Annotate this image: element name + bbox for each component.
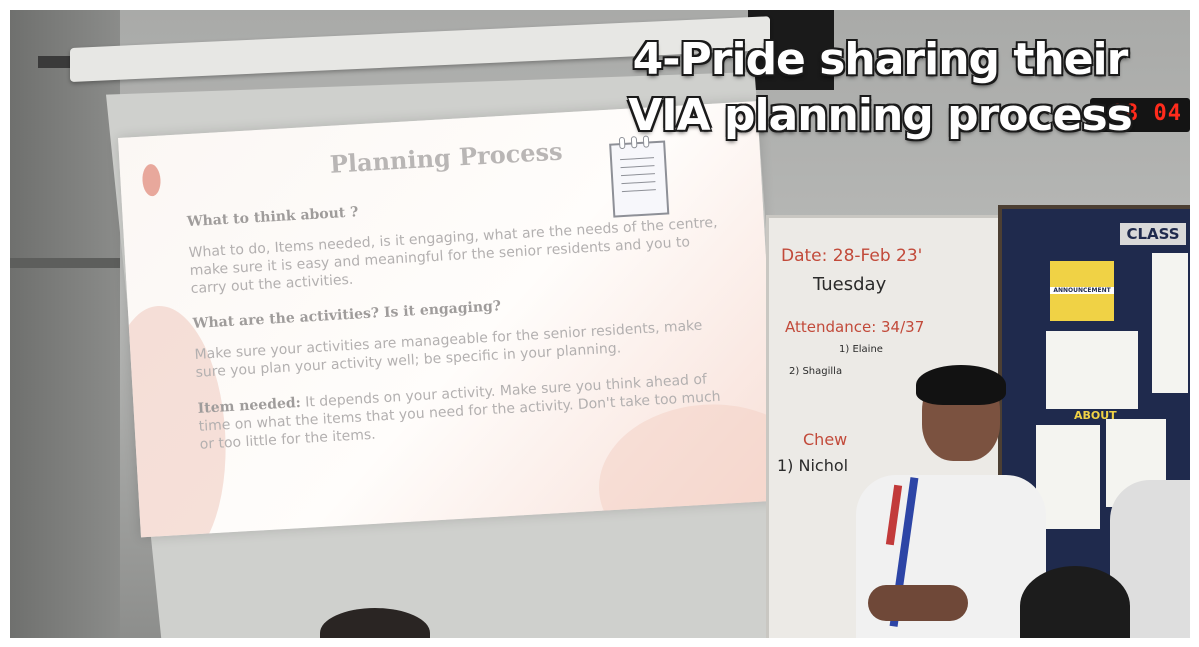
notice-paper: [1036, 425, 1100, 529]
slide-decoration: [141, 163, 162, 197]
digital-clock: 08 04: [1090, 98, 1190, 132]
slide-body: What to think about ? What to do, Items …: [186, 184, 730, 472]
announcement-poster: ANNOUNCEMENT: [1050, 261, 1114, 321]
student-presenter: [856, 365, 1046, 638]
about-label: ABOUT: [1074, 409, 1117, 422]
caption-line-1: 4-Pride sharing their: [632, 34, 1129, 85]
whiteboard-date: Date: 28-Feb 23': [781, 246, 923, 266]
whiteboard-day: Tuesday: [813, 274, 887, 295]
wall-trim: [10, 258, 120, 268]
slide-title: Planning Process: [329, 136, 564, 179]
slide-paragraph: Item needed: It depends on your activity…: [197, 369, 729, 453]
caption-line-2: VIA planning process: [628, 90, 1133, 141]
whiteboard-name: 1) Nichol: [777, 456, 849, 475]
whiteboard-absent: 2) Shagilla: [789, 366, 843, 377]
notice-paper: [1046, 331, 1138, 409]
screen-bracket: [38, 56, 78, 68]
audience-head: [1020, 566, 1130, 638]
notice-paper: [1152, 253, 1188, 393]
caption-overlay: 4-Pride sharing their VIA planning proce…: [570, 32, 1190, 144]
announcement-label: ANNOUNCEMENT: [1050, 287, 1114, 294]
student-arm: [868, 585, 968, 621]
classroom-photo: Planning Process What to think about ? W…: [10, 10, 1190, 638]
whiteboard-attendance: Attendance: 34/37: [785, 318, 925, 336]
whiteboard-absent: 1) Elaine: [839, 344, 883, 355]
whiteboard-heading: Chew: [803, 430, 848, 449]
slide-paragraph: What to do, Items needed, is it engaging…: [188, 214, 718, 298]
projected-slide: Planning Process What to think about ? W…: [118, 101, 780, 538]
student-hair: [916, 365, 1006, 405]
notice-board-title: CLASS: [1120, 223, 1186, 245]
left-wall: [10, 10, 120, 638]
clock-time: 08 04: [1110, 101, 1182, 126]
